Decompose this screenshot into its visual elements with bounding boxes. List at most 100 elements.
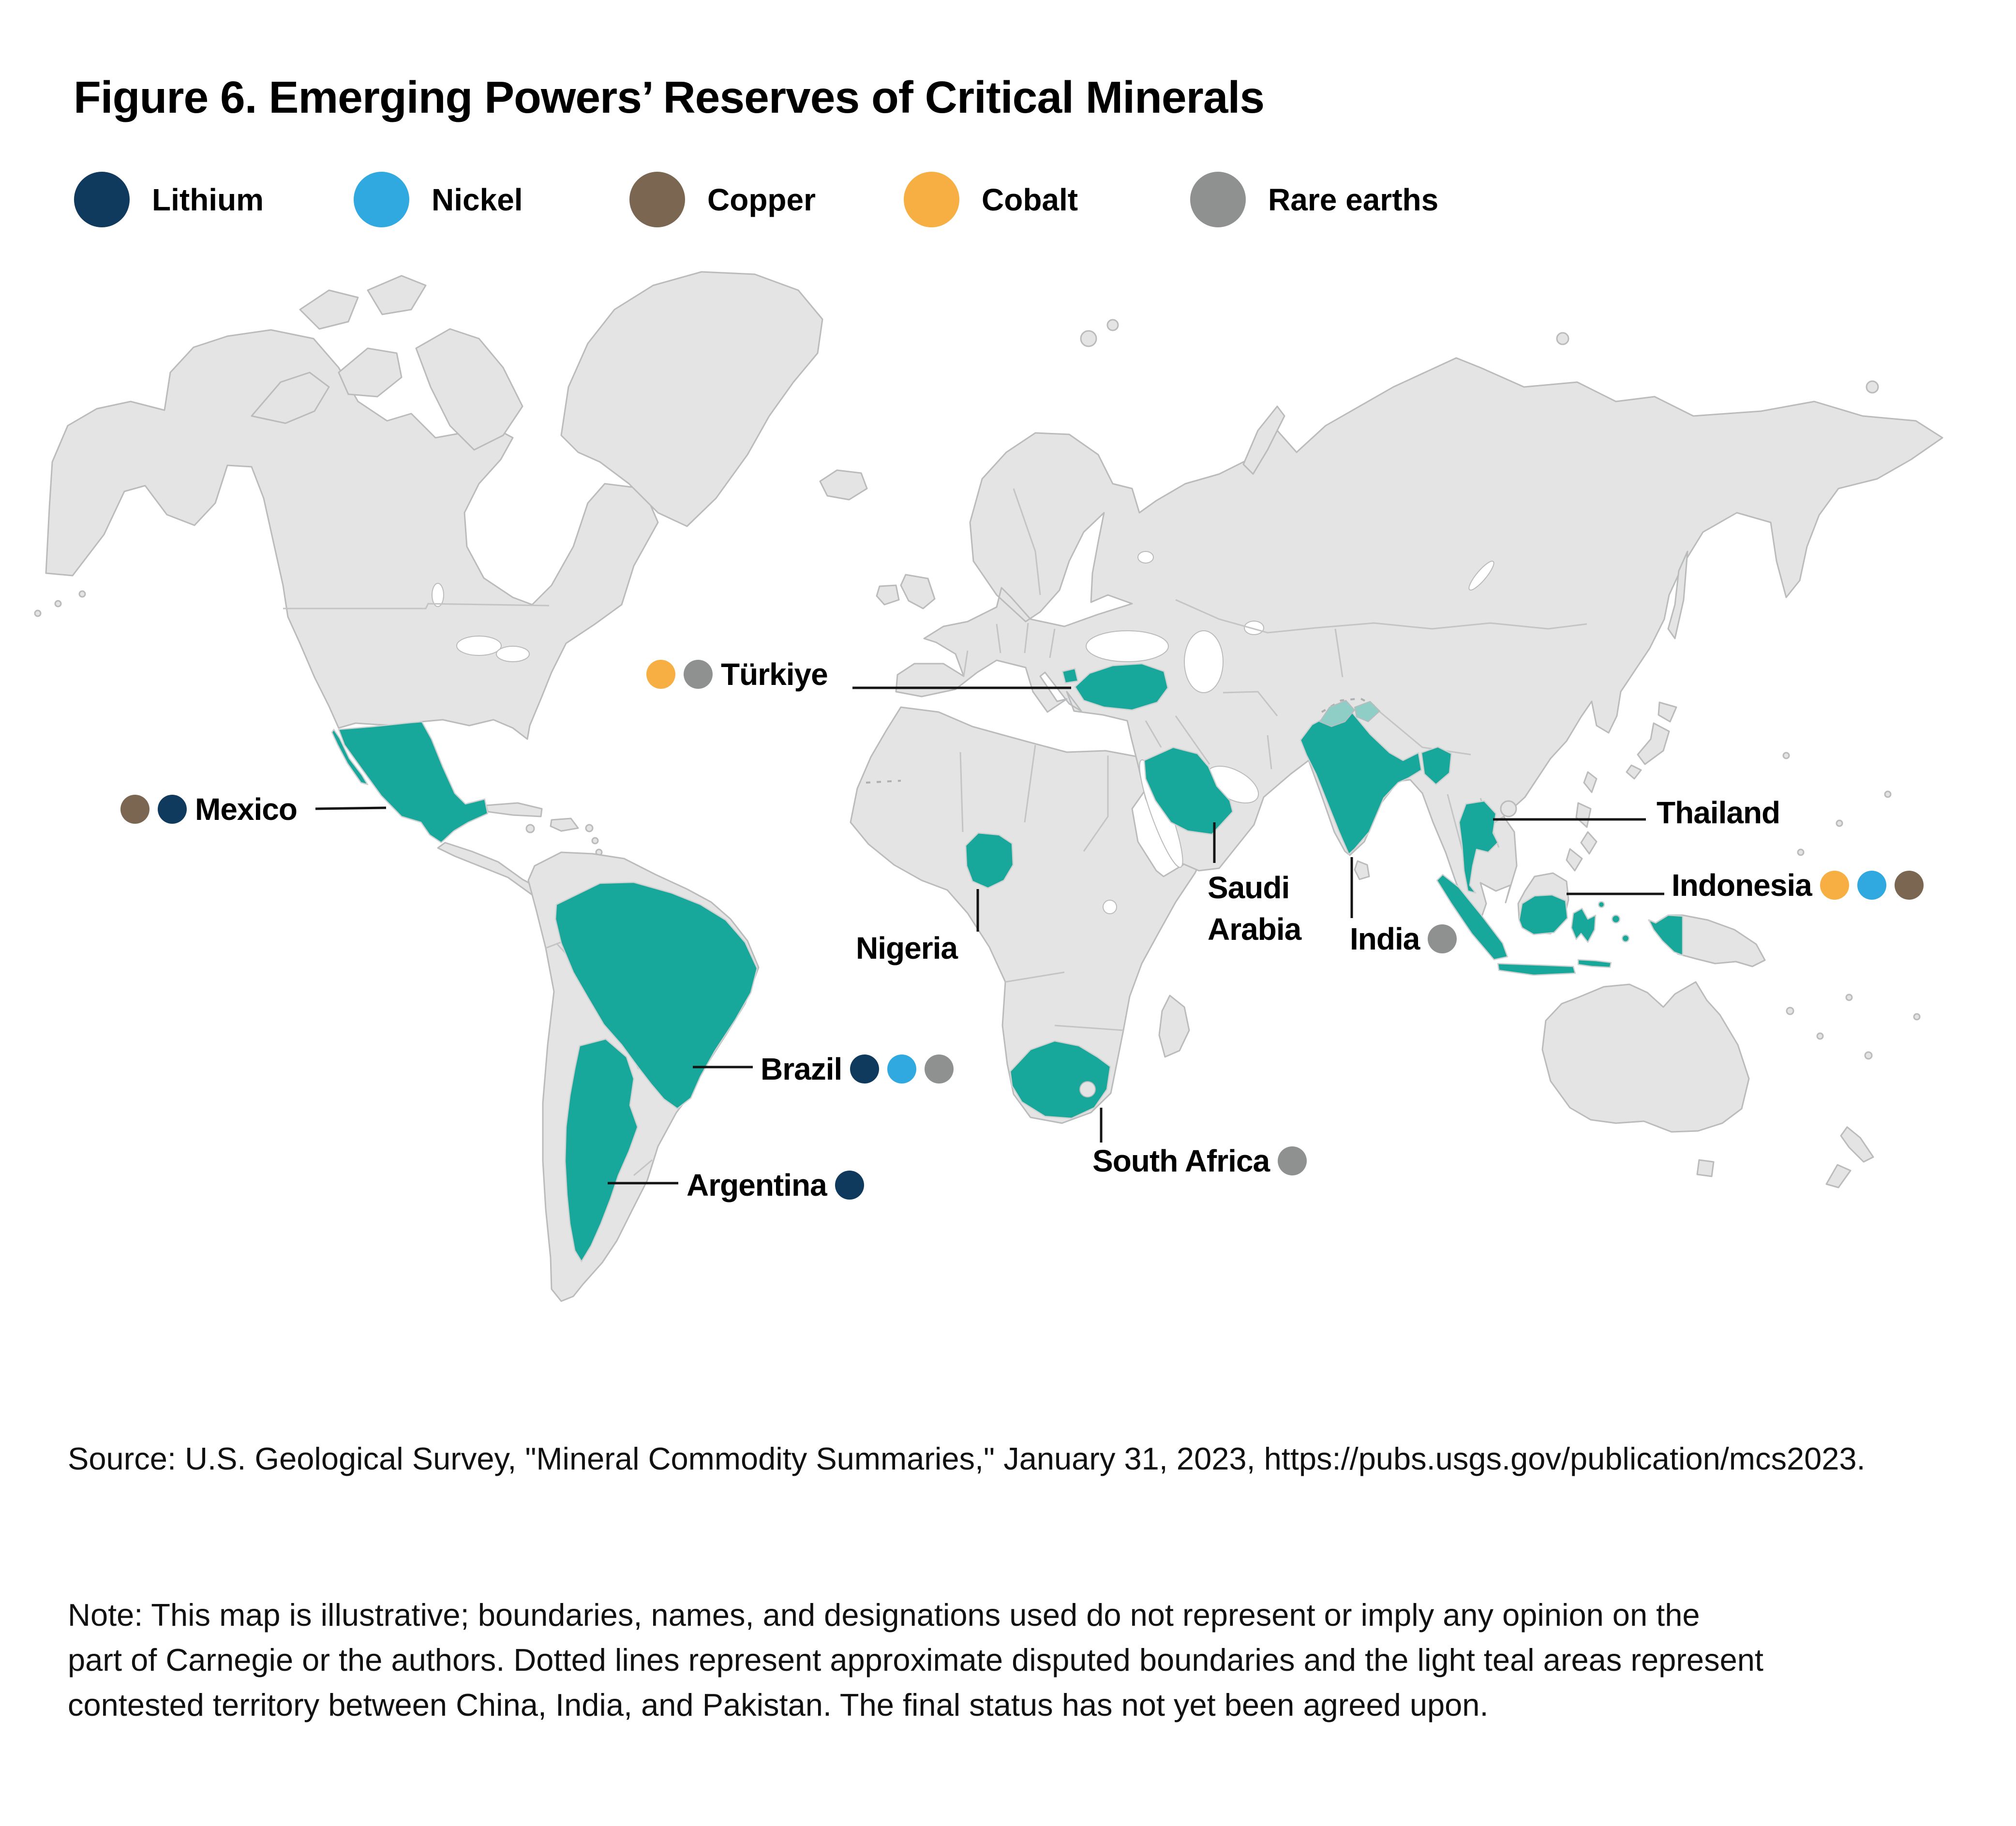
island-new-zealand <box>1825 1126 1874 1188</box>
lake-victoria <box>1103 900 1117 914</box>
island-pacific <box>1816 1032 1824 1040</box>
island-hispaniola <box>550 817 579 832</box>
country-mexico-baja <box>331 728 369 786</box>
island-sakhalin <box>1667 550 1688 639</box>
lake-great-lakes <box>496 646 530 662</box>
border-himalaya <box>1378 710 1471 756</box>
country-indonesia-kalimantan <box>1518 894 1568 935</box>
cobalt-dot-icon <box>1820 871 1849 900</box>
lithium-dot-icon <box>158 795 187 824</box>
legend-item-rare-earths: Rare earths <box>1190 172 1438 227</box>
country-indonesia-java <box>1497 963 1576 976</box>
landmass-iceland <box>819 469 868 501</box>
legend-label: Cobalt <box>982 182 1078 217</box>
contested-kashmir-east <box>1354 700 1381 723</box>
copper-dot-icon <box>629 172 685 227</box>
island-aleutians <box>54 600 62 608</box>
nickel-dot-icon <box>1857 871 1886 900</box>
island-pacific <box>1797 848 1805 856</box>
map-label-thailand: Thailand <box>1657 791 1780 834</box>
country-india-northeast <box>1420 746 1452 786</box>
country-indonesia-lesser-sunda <box>1577 959 1612 968</box>
map-label-nigeria: Nigeria <box>856 926 958 970</box>
country-india <box>1299 711 1422 855</box>
island-wrangel <box>1866 380 1879 394</box>
country-indonesia-papua <box>1648 914 1684 956</box>
legend-item-lithium: Lithium <box>74 172 264 227</box>
map-label-south-africa: South Africa <box>1092 1139 1307 1183</box>
island-antilles <box>591 837 599 845</box>
map-label-argentina: Argentina <box>687 1163 864 1207</box>
country-label-text: Mexico <box>195 792 298 827</box>
country-indonesia-maluku <box>1621 934 1630 943</box>
landmass-australia <box>1541 981 1750 1133</box>
island-aleutians <box>34 609 42 617</box>
legend-label: Rare earths <box>1268 182 1439 217</box>
island-hokkaido <box>1658 701 1677 723</box>
copper-dot-icon <box>120 795 149 824</box>
note-line: part of Carnegie or the authors. Dotted … <box>68 1642 1763 1678</box>
country-label-text: Türkiye <box>721 657 828 692</box>
contested-kashmir-west <box>1319 699 1356 727</box>
lake-baikal <box>1468 561 1494 591</box>
lithium-dot-icon <box>850 1054 880 1084</box>
legend: Lithium Nickel Copper Cobalt Rare earths <box>0 172 2016 227</box>
island-pacific <box>1913 1013 1921 1021</box>
map-label-mexico: Mexico <box>120 787 298 831</box>
border-middle-east <box>1145 715 1272 770</box>
island-pacific <box>1786 1007 1794 1015</box>
island-honshu <box>1637 722 1670 765</box>
legend-label: Lithium <box>152 182 264 217</box>
country-south-africa <box>1009 1040 1111 1119</box>
country-label-text: Brazil <box>761 1052 842 1086</box>
country-label-text: Argentina <box>687 1168 827 1202</box>
country-indonesia-maluku <box>1598 901 1605 908</box>
rare-earths-dot-icon <box>1278 1146 1307 1175</box>
island-pacific <box>1782 752 1790 759</box>
country-label-text: India <box>1350 921 1420 956</box>
figure-note: Note: This map is illustrative; boundari… <box>68 1592 1763 1727</box>
country-indonesia-maluku <box>1611 914 1621 924</box>
legend-item-nickel: Nickel <box>354 172 523 227</box>
map-label-saudi-arabia: Saudi Arabia <box>1208 867 1331 950</box>
island-pacific <box>1864 1051 1873 1060</box>
island-sri-lanka <box>1354 860 1370 880</box>
leader-mexico <box>315 806 387 810</box>
legend-item-cobalt: Cobalt <box>904 172 1078 227</box>
island-aleutians <box>78 590 86 598</box>
country-label-text: South Africa <box>1092 1143 1270 1178</box>
rare-earths-dot-icon <box>925 1054 954 1084</box>
island-kyushu <box>1626 764 1642 780</box>
island-svalbard <box>1080 330 1097 347</box>
cobalt-dot-icon <box>646 660 675 689</box>
note-line: Note: This map is illustrative; boundari… <box>68 1597 1700 1633</box>
country-brazil <box>554 881 758 1110</box>
note-line: contested territory between China, India… <box>68 1687 1489 1722</box>
country-turkiye <box>1061 663 1169 711</box>
sea-caspian <box>1184 630 1224 693</box>
lithium-dot-icon <box>835 1171 864 1200</box>
island-jamaica <box>525 824 535 833</box>
border-us-canada <box>283 603 550 609</box>
country-label-text: Thailand <box>1657 795 1780 830</box>
source-citation: Source: U.S. Geological Survey, "Mineral… <box>68 1441 1866 1476</box>
figure-title: Figure 6. Emerging Powers’ Reserves of C… <box>74 72 1265 122</box>
island-pacific <box>1845 994 1853 1001</box>
map-label-india: India <box>1350 917 1457 961</box>
island-taiwan <box>1583 771 1598 793</box>
legend-item-copper: Copper <box>629 172 816 227</box>
map-label-indonesia: Indonesia <box>1672 863 1924 907</box>
country-label-text: Saudi Arabia <box>1208 870 1301 947</box>
country-indonesia-sumatra <box>1436 874 1508 961</box>
island-new-siberian <box>1556 332 1569 345</box>
landmass-north-america <box>45 329 659 740</box>
island-pacific <box>1836 819 1843 827</box>
map-label-brazil: Brazil <box>761 1047 954 1091</box>
country-argentina <box>564 1038 639 1262</box>
rare-earths-dot-icon <box>1428 924 1457 953</box>
island-tasmania <box>1696 1159 1715 1177</box>
copper-dot-icon <box>1894 871 1924 900</box>
country-indonesia-sulawesi <box>1570 907 1597 943</box>
country-label-text: Indonesia <box>1672 868 1812 903</box>
